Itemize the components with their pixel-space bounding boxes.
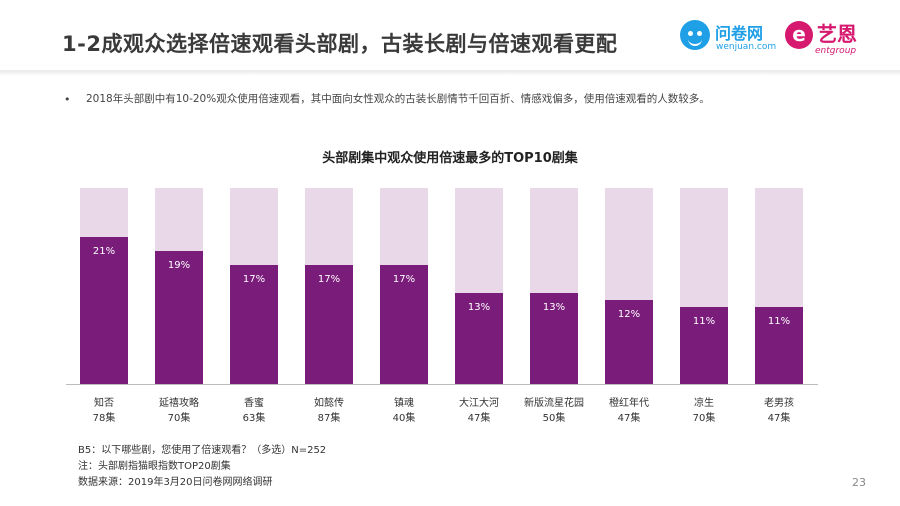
bar-chart: 21% 知否 78集 19% 延禧攻略 70集 17% 香蜜 63集 17% 如懿传 87集 17% 镇魂… — [66, 188, 818, 424]
header-divider — [0, 70, 900, 76]
category-label: 镇魂 — [394, 396, 414, 409]
bar — [80, 237, 128, 384]
category-label: 橙红年代 — [609, 396, 649, 409]
category-label: 大江大河 — [459, 396, 499, 409]
entgroup-logo-icon: e — [785, 21, 813, 49]
bar — [155, 251, 203, 384]
category-label: 老男孩 — [764, 396, 794, 409]
page-title: 1-2成观众选择倍速观看头部剧，古装长剧与倍速观看更配 — [62, 32, 618, 56]
wenjuan-logo-name: 问卷网 — [715, 24, 764, 43]
episode-label: 87集 — [318, 411, 341, 424]
summary-text: 2018年头部剧中有10-20%观众使用倍速观看，其中面向女性观众的古装长剧情节… — [86, 93, 710, 105]
bar-value-label: 13% — [543, 302, 565, 313]
footnote: 注：头部剧指猫眼指数TOP20剧集 — [78, 461, 231, 472]
wenjuan-logo-url: wenjuan.com — [716, 42, 777, 52]
chart-title: 头部剧集中观众使用倍速最多的TOP10剧集 — [322, 151, 578, 166]
bar-value-label: 17% — [393, 274, 415, 285]
bar-value-label: 11% — [693, 316, 715, 327]
entgroup-logo: e 艺恩 entgroup — [785, 18, 877, 62]
bar-value-label: 19% — [168, 260, 190, 271]
bar — [455, 293, 503, 384]
episode-label: 63集 — [243, 411, 266, 424]
category-label: 延禧攻略 — [159, 396, 199, 409]
episode-label: 70集 — [693, 411, 716, 424]
entgroup-logo-name: 艺恩 — [817, 22, 857, 46]
bar-value-label: 12% — [618, 309, 640, 320]
bar-value-label: 21% — [93, 246, 115, 257]
wenjuan-logo-icon — [680, 20, 710, 50]
bar-value-label: 17% — [243, 274, 265, 285]
bar — [755, 307, 803, 384]
bar — [605, 300, 653, 384]
episode-label: 50集 — [543, 411, 566, 424]
bar-value-label: 17% — [318, 274, 340, 285]
bar — [530, 293, 578, 384]
wenjuan-logo: 问卷网 wenjuan.com — [680, 18, 780, 62]
page-number: 23 — [852, 476, 866, 489]
episode-label: 47集 — [618, 411, 641, 424]
category-label: 如懿传 — [314, 396, 344, 409]
category-label: 知否 — [94, 396, 114, 409]
category-label: 凉生 — [694, 396, 714, 409]
bar — [380, 265, 428, 384]
episode-label: 47集 — [468, 411, 491, 424]
bar-value-label: 13% — [468, 302, 490, 313]
entgroup-logo-sub: entgroup — [815, 46, 857, 56]
bar-value-label: 11% — [768, 316, 790, 327]
episode-label: 70集 — [168, 411, 191, 424]
episode-label: 40集 — [393, 411, 416, 424]
bar — [680, 307, 728, 384]
bullet-icon: • — [64, 93, 71, 106]
episode-label: 78集 — [93, 411, 116, 424]
survey-question: B5：以下哪些剧，您使用了倍速观看？（多选）N=252 — [78, 445, 327, 456]
category-label: 新版流星花园 — [524, 396, 584, 409]
bar — [230, 265, 278, 384]
episode-label: 47集 — [768, 411, 791, 424]
bar — [305, 265, 353, 384]
data-source: 数据来源：2019年3月20日问卷网网络调研 — [78, 477, 273, 488]
category-label: 香蜜 — [244, 396, 264, 409]
